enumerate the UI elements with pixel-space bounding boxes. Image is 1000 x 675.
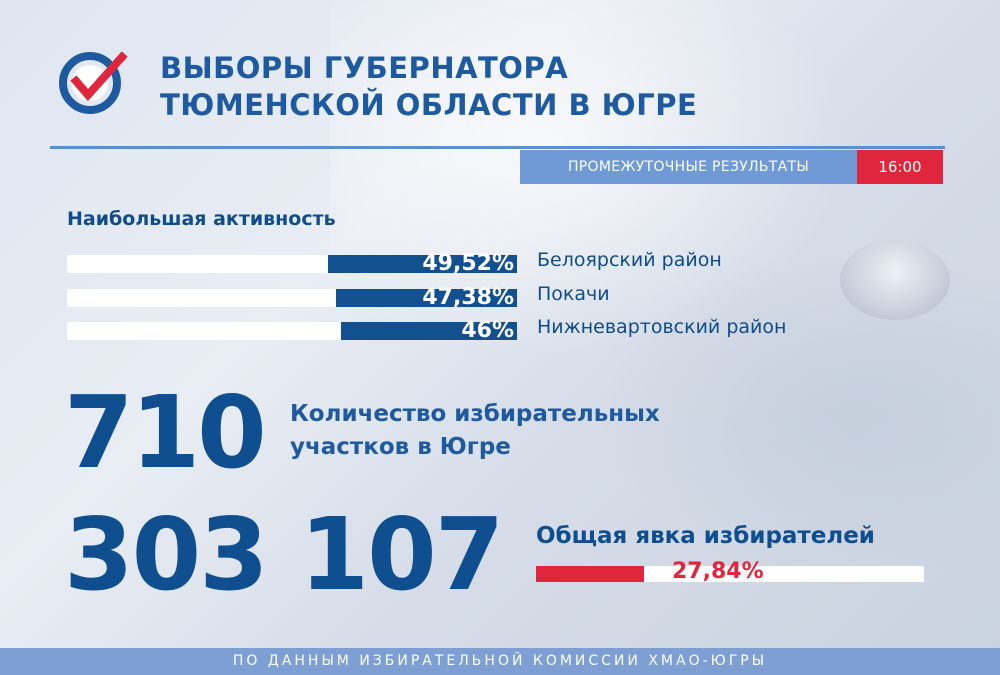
status-label: ПРОМЕЖУТОЧНЫЕ РЕЗУЛЬТАТЫ [520, 150, 857, 184]
title-line-1: ВЫБОРЫ ГУБЕРНАТОРА [160, 51, 569, 85]
activity-district-label: Покачи [537, 283, 610, 305]
activity-bar-track: 46% [67, 318, 517, 343]
turnout-bar-track [536, 566, 924, 582]
activity-bar-value: 46% [461, 318, 514, 343]
stations-label: Количество избирательных участков в Югре [290, 398, 660, 464]
turnout-bar-fill [536, 566, 645, 582]
activity-bar-fill [335, 289, 517, 307]
stations-count: 710 [64, 374, 267, 491]
activity-bar-value: 49,52% [422, 251, 514, 276]
stations-label-line-1: Количество избирательных [290, 401, 660, 427]
activity-title: Наибольшая активность [67, 208, 336, 230]
source-footer: ПО ДАННЫМ ИЗБИРАТЕЛЬНОЙ КОМИССИИ ХМАО-ЮГ… [0, 648, 1000, 675]
activity-bar-track: 49,52% [67, 251, 517, 276]
activity-bar-fill [341, 322, 517, 340]
status-time: 16:00 [857, 150, 943, 184]
activity-bar-value: 47,38% [422, 285, 514, 310]
activity-bar-fill [327, 255, 517, 273]
turnout-count: 303 107 [64, 496, 504, 613]
checkmark-circle-icon [59, 51, 128, 114]
stations-label-line-2: участков в Югре [290, 434, 511, 460]
activity-district-label: Нижневартовский район [537, 316, 787, 338]
background-object [840, 240, 950, 320]
activity-district-label: Белоярский район [537, 249, 722, 271]
page-title: ВЫБОРЫ ГУБЕРНАТОРА ТЮМЕНСКОЙ ОБЛАСТИ В Ю… [160, 50, 697, 124]
turnout-percent: 27,84% [672, 559, 764, 584]
turnout-label: Общая явка избирателей [536, 523, 875, 549]
header-divider [50, 146, 945, 149]
activity-bar-track: 47,38% [67, 285, 517, 310]
title-line-2: ТЮМЕНСКОЙ ОБЛАСТИ В ЮГРЕ [160, 88, 698, 122]
